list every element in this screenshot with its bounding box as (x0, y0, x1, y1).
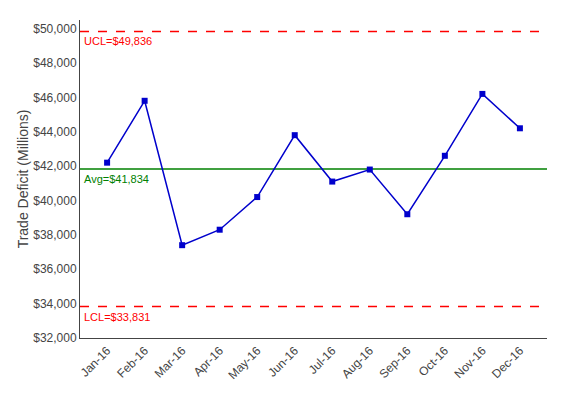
svg-text:$34,000: $34,000 (33, 297, 77, 311)
svg-text:Apr-16: Apr-16 (191, 344, 227, 380)
svg-text:Aug-16: Aug-16 (339, 344, 376, 381)
svg-text:$40,000: $40,000 (33, 194, 77, 208)
svg-text:May-16: May-16 (225, 344, 263, 382)
svg-text:Jan-16: Jan-16 (78, 344, 114, 380)
svg-text:Jun-16: Jun-16 (265, 344, 301, 380)
svg-text:Jul-16: Jul-16 (306, 344, 339, 377)
svg-text:Nov-16: Nov-16 (451, 344, 488, 381)
svg-text:$42,000: $42,000 (33, 159, 77, 173)
svg-text:$48,000: $48,000 (33, 56, 77, 70)
svg-text:Oct-16: Oct-16 (416, 344, 452, 380)
svg-text:$36,000: $36,000 (33, 262, 77, 276)
svg-text:Feb-16: Feb-16 (114, 344, 151, 381)
svg-text:$32,000: $32,000 (33, 331, 77, 345)
svg-text:UCL=$49,836: UCL=$49,836 (84, 35, 152, 47)
svg-text:$46,000: $46,000 (33, 91, 77, 105)
svg-text:Avg=$41,834: Avg=$41,834 (84, 173, 149, 185)
svg-text:$50,000: $50,000 (33, 22, 77, 36)
svg-text:$44,000: $44,000 (33, 125, 77, 139)
svg-text:Trade Deficit (Millions): Trade Deficit (Millions) (15, 110, 31, 249)
svg-text:Sep-16: Sep-16 (376, 344, 413, 381)
svg-text:LCL=$33,831: LCL=$33,831 (84, 311, 150, 323)
svg-text:Dec-16: Dec-16 (489, 344, 526, 381)
svg-text:$38,000: $38,000 (33, 228, 77, 242)
svg-text:Mar-16: Mar-16 (152, 344, 189, 381)
